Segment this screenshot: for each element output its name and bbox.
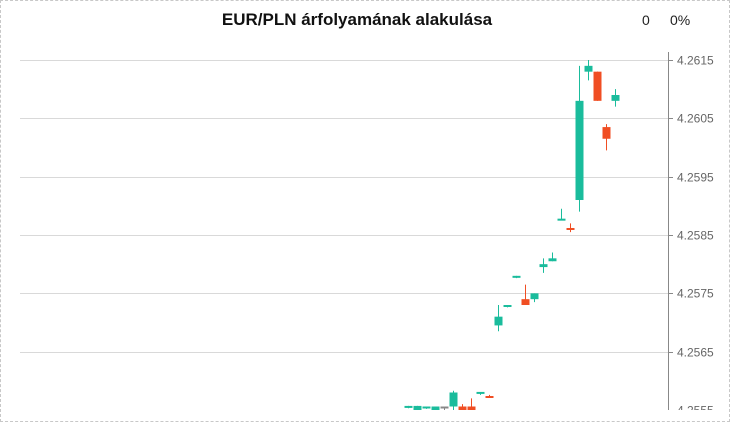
candle	[503, 305, 512, 308]
candle-body	[593, 71, 602, 101]
candle	[512, 275, 521, 279]
y-tick-label: 4.2565	[677, 346, 714, 360]
candle	[404, 405, 413, 409]
candle-body	[512, 275, 521, 278]
candle-body	[521, 299, 530, 305]
candle-body	[404, 405, 413, 408]
candle	[476, 391, 485, 395]
candle-body	[611, 95, 620, 101]
candle-body	[485, 396, 494, 398]
candle-body	[557, 218, 566, 221]
candle-body	[422, 406, 431, 409]
chart-title: EUR/PLN árfolyamának alakulása	[221, 10, 493, 29]
y-axis-ticks: 4.2615 4.2605 4.2595 4.2585 4.2575 4.2565 4.25…	[668, 54, 714, 411]
y-tick-label: 4.2575	[677, 287, 714, 301]
candle-body	[503, 305, 512, 307]
candle	[521, 284, 530, 305]
y-tick-label: 4.2585	[677, 229, 714, 243]
candle	[611, 89, 620, 107]
candle	[485, 394, 494, 398]
candle	[566, 223, 575, 233]
candle	[431, 406, 440, 410]
y-tick-label: 4.2555	[677, 404, 714, 411]
candle	[440, 406, 449, 410]
candle	[449, 390, 458, 410]
candle	[575, 65, 584, 212]
candle-body	[449, 392, 458, 407]
candle-body	[539, 264, 548, 268]
candle-body	[440, 406, 449, 409]
candle	[413, 405, 422, 410]
candle	[557, 208, 566, 221]
grid-lines	[20, 60, 668, 353]
change-absolute: 0	[642, 12, 650, 28]
candle-body	[584, 65, 593, 72]
candle-body	[431, 406, 440, 410]
candle	[602, 124, 611, 151]
candle	[467, 398, 476, 410]
candle	[539, 258, 548, 273]
candle-body	[548, 258, 557, 262]
change-percent: 0%	[670, 12, 691, 28]
candle-body	[458, 406, 467, 410]
y-tick-label: 4.2605	[677, 112, 714, 126]
y-tick-label: 4.2615	[677, 54, 714, 68]
candle	[422, 406, 431, 409]
candle	[530, 293, 539, 303]
candle-body	[602, 127, 611, 139]
candle	[593, 71, 602, 101]
candle	[548, 252, 557, 262]
candle-body	[575, 100, 584, 200]
candle-body	[566, 228, 575, 230]
candle-body	[494, 316, 503, 326]
candle-body	[476, 391, 485, 394]
candle	[494, 305, 503, 332]
candle	[458, 404, 467, 410]
candle	[584, 60, 593, 81]
candles	[404, 60, 620, 410]
candle-body	[467, 406, 476, 410]
y-tick-label: 4.2595	[677, 171, 714, 185]
candle-body	[530, 293, 539, 300]
candlestick-chart: 4.2615 4.2605 4.2595 4.2585 4.2575 4.2565 4.25…	[20, 52, 714, 411]
candle-body	[413, 405, 422, 410]
